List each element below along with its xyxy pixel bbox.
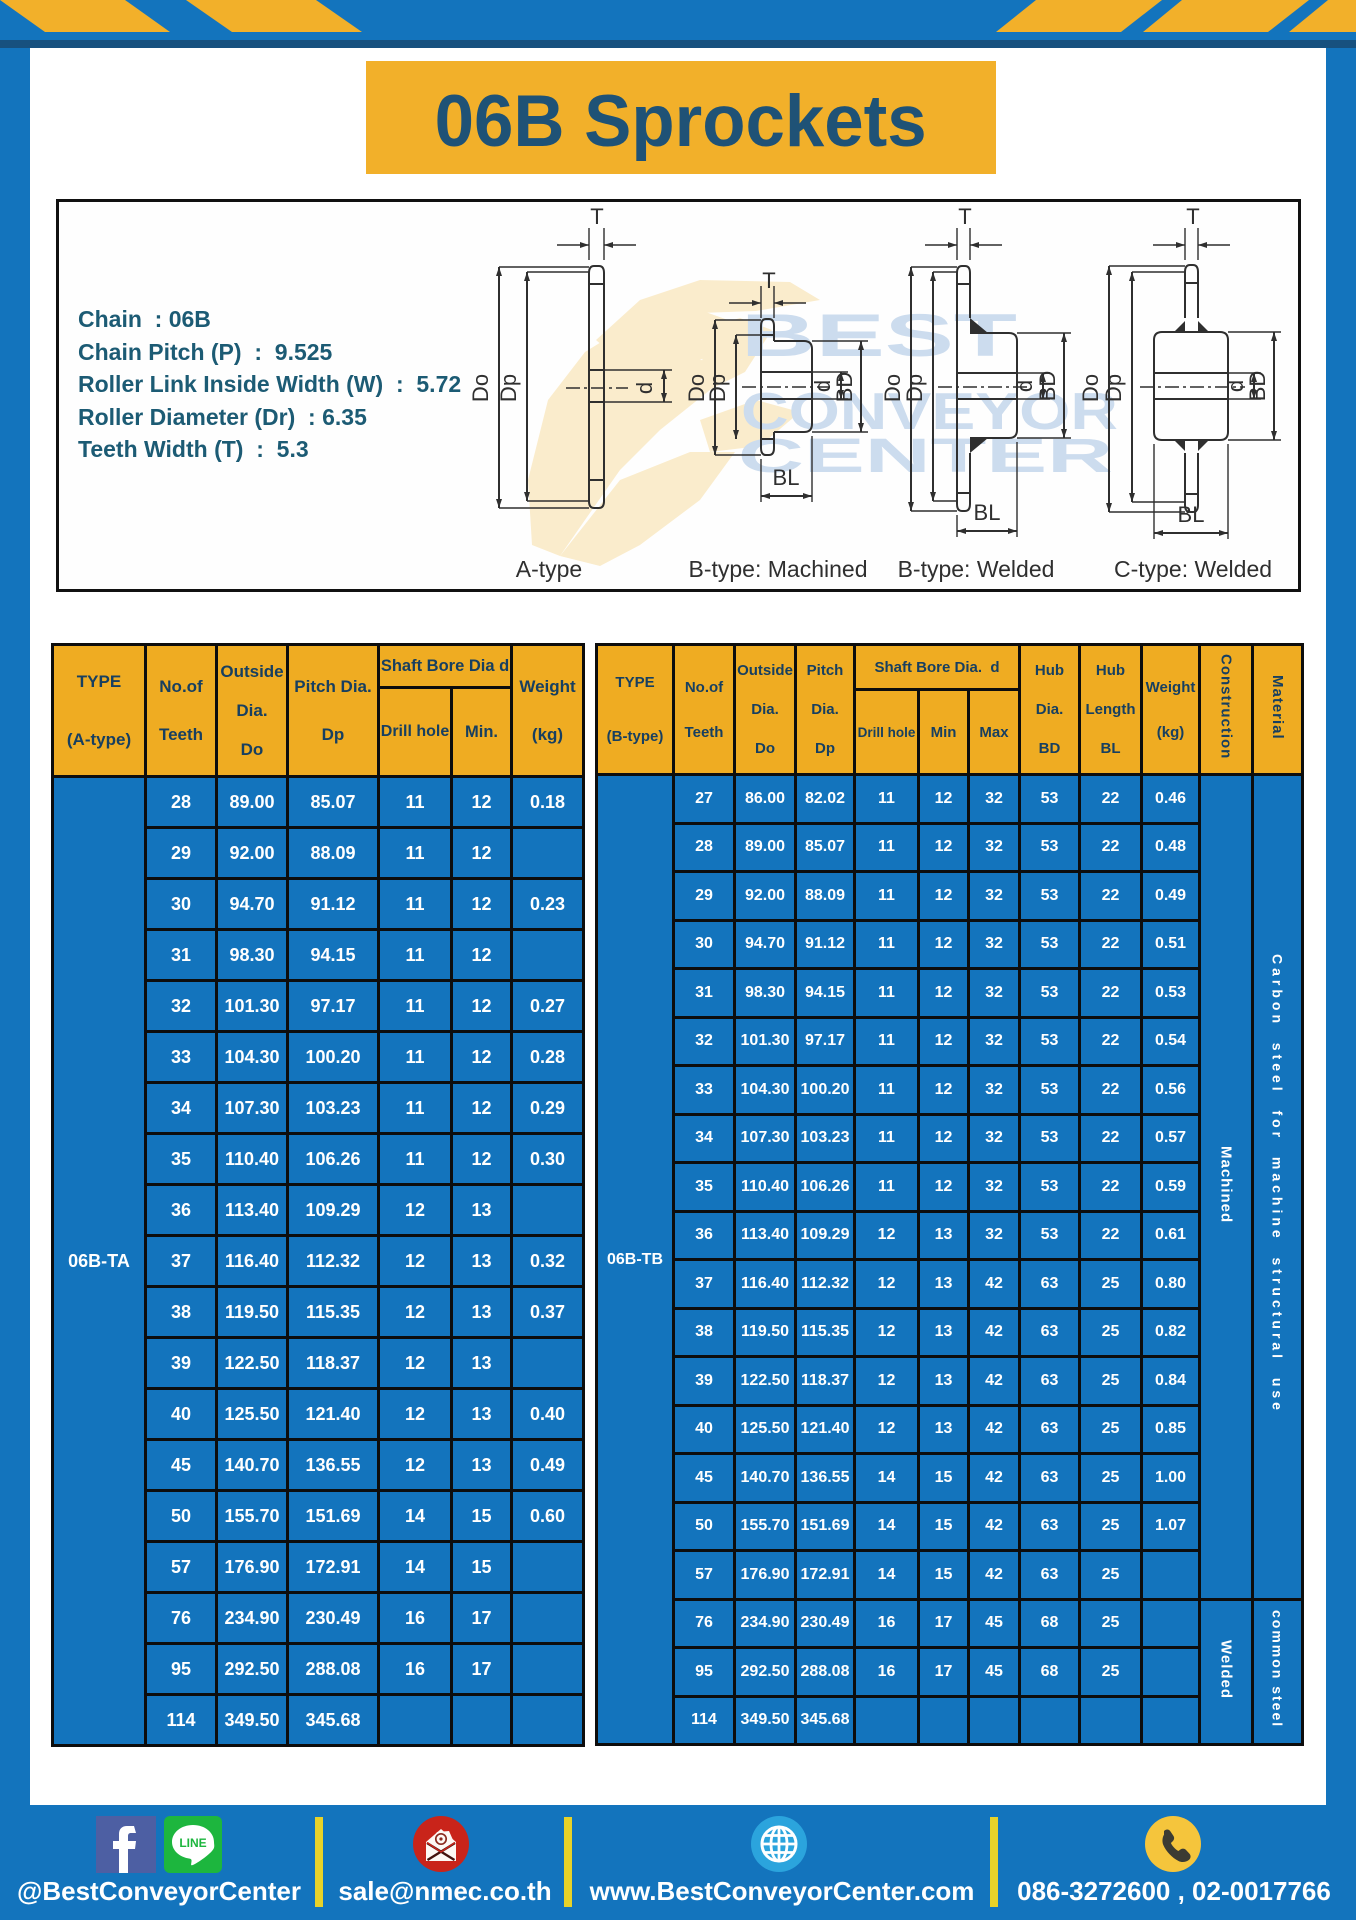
svg-text:C-type: Welded: C-type: Welded: [1114, 556, 1272, 582]
svg-text:B-type: Machined: B-type: Machined: [689, 556, 868, 582]
svg-text:d: d: [810, 380, 835, 392]
svg-text:BD: BD: [832, 372, 857, 403]
svg-text:Do: Do: [1078, 374, 1103, 402]
svg-text:BL: BL: [1178, 502, 1205, 527]
svg-text:LINE: LINE: [179, 1836, 206, 1850]
svg-text:BL: BL: [974, 500, 1001, 525]
svg-text:B-type: Welded: B-type: Welded: [898, 556, 1055, 582]
svg-text:BEST: BEST: [741, 302, 1017, 369]
svg-text:d: d: [1223, 380, 1248, 392]
svg-text:d: d: [1012, 380, 1037, 392]
svg-text:BD: BD: [1035, 371, 1060, 402]
svg-text:Dp: Dp: [1101, 374, 1126, 402]
svg-text:A-type: A-type: [516, 556, 582, 582]
svg-text:T: T: [1186, 204, 1199, 229]
svg-text:Dp: Dp: [705, 374, 730, 402]
svg-text:Do: Do: [880, 374, 905, 402]
svg-text:BL: BL: [773, 465, 800, 490]
svg-text:T: T: [590, 204, 603, 229]
svg-text:Dp: Dp: [496, 374, 521, 402]
svg-text:Dp: Dp: [902, 374, 927, 402]
svg-text:d: d: [632, 382, 657, 394]
svg-text:Do: Do: [468, 374, 493, 402]
svg-text:CENTER: CENTER: [738, 430, 1113, 483]
svg-text:BD: BD: [1245, 371, 1270, 402]
svg-text:Do: Do: [684, 374, 709, 402]
svg-text:T: T: [762, 268, 775, 293]
svg-text:T: T: [958, 204, 971, 229]
